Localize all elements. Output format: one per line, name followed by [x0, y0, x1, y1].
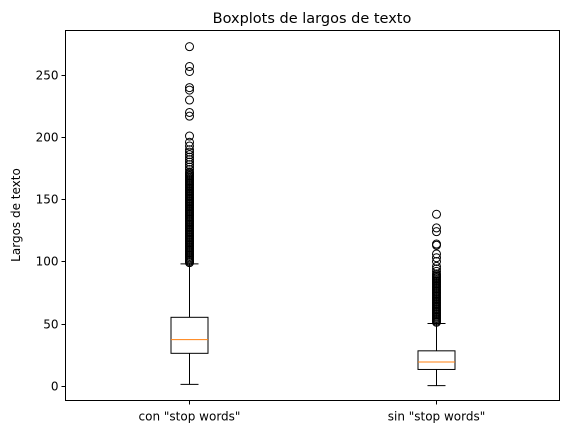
plot-area: 0 50 100 150 200 250 con "stop words" sin "stop…: [36, 42, 486, 424]
y-axis-label: Largos de texto: [9, 168, 23, 262]
y-tick-label: 150: [36, 193, 59, 207]
x-tick-label: con "stop words": [139, 410, 241, 424]
outlier-point: [185, 42, 194, 52]
outlier-point: [432, 264, 441, 274]
outlier-point: [432, 209, 441, 219]
outlier-point: [185, 95, 194, 105]
outlier-point: [432, 223, 441, 233]
outlier-point: [432, 249, 441, 259]
outlier-point: [432, 256, 441, 266]
plot-frame: [65, 30, 560, 401]
outlier-point: [185, 62, 194, 72]
outlier-point: [185, 150, 194, 160]
outlier-point: [432, 261, 441, 271]
y-tick-label: 250: [36, 69, 59, 83]
outlier-point: [185, 145, 194, 155]
outlier-point: [185, 152, 194, 162]
iqr-box: [417, 350, 456, 370]
outlier-point: [432, 266, 441, 276]
outlier-point: [432, 227, 441, 237]
outlier-point: [185, 83, 194, 93]
outlier-point: [185, 111, 194, 121]
outlier-point: [185, 137, 194, 147]
outlier-point: [185, 66, 194, 76]
outlier-point: [185, 147, 194, 157]
x-tick-label: sin "stop words": [388, 410, 486, 424]
outlier-point: [185, 162, 194, 172]
outlier-point: [185, 160, 194, 170]
outlier-point: [185, 157, 194, 167]
y-tick-label: 100: [36, 255, 59, 269]
outlier-point: [432, 253, 441, 263]
outlier-point: [185, 131, 194, 141]
outlier-point: [185, 165, 194, 175]
outlier-point: [185, 167, 194, 177]
outlier-point: [432, 269, 441, 279]
y-tick-label: 0: [51, 380, 59, 394]
iqr-box: [170, 316, 209, 354]
y-tick-label: 200: [36, 131, 59, 145]
outlier-point: [185, 141, 194, 151]
outlier-point: [185, 155, 194, 165]
y-tick-label: 50: [43, 318, 58, 332]
outlier-point: [185, 85, 194, 95]
outlier-point: [432, 239, 441, 249]
outlier-point: [185, 107, 194, 117]
chart-title: Boxplots de largos de texto: [213, 11, 412, 27]
